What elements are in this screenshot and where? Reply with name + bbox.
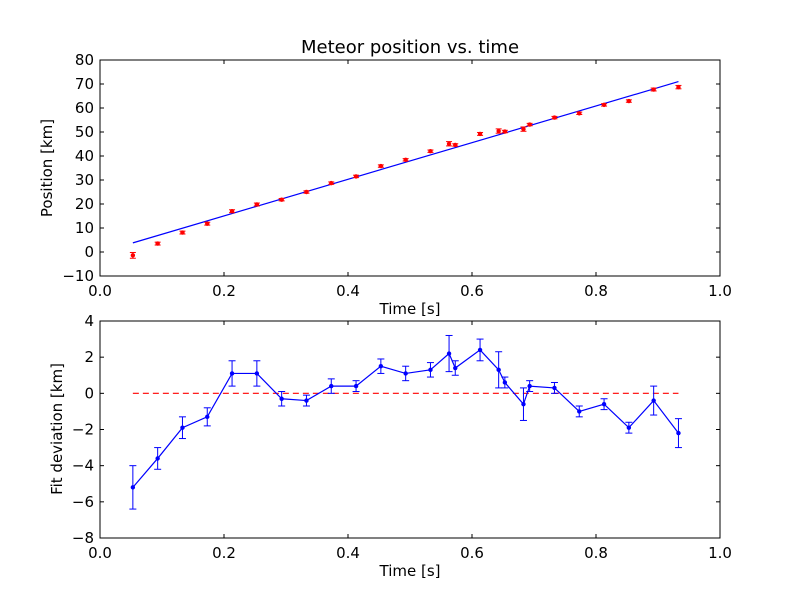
position-chart-xlabel: Time [s] — [379, 300, 441, 318]
y-tick-label: 80 — [75, 51, 94, 69]
deviation-point — [130, 485, 136, 490]
position-point — [353, 174, 359, 179]
y-tick-label: 30 — [75, 171, 94, 189]
y-tick-label: −2 — [72, 421, 94, 439]
deviation-point — [477, 347, 483, 353]
position-point — [229, 209, 235, 214]
position-point — [130, 253, 136, 258]
x-tick-label: 0.8 — [584, 544, 608, 562]
y-tick-label: 40 — [75, 147, 94, 165]
position-chart-marks — [129, 81, 682, 259]
deviation-point — [403, 371, 408, 376]
position-point — [428, 149, 433, 154]
y-tick-label: 70 — [75, 75, 94, 93]
y-tick-label: 0 — [84, 384, 94, 402]
deviation-point — [254, 371, 260, 376]
position-point — [329, 180, 334, 186]
position-point — [453, 142, 458, 148]
y-tick-label: −6 — [72, 493, 94, 511]
position-point — [477, 131, 483, 137]
position-point — [626, 98, 632, 104]
position-chart-ylabel: Position [km] — [38, 119, 56, 217]
x-tick-label: 0.6 — [460, 282, 484, 300]
position-point — [403, 157, 408, 163]
position-point — [676, 84, 681, 90]
deviation-point — [378, 364, 384, 369]
x-tick-label: 0.6 — [460, 544, 484, 562]
position-chart-title: Meteor position vs. time — [301, 37, 519, 58]
deviation-point — [676, 430, 681, 436]
deviation-chart-ylabel: Fit deviation [km] — [48, 363, 66, 495]
position-chart-ticks: 0.0 0.2 0.4 0.6 0.8 1.0 −10 0 10 20 30 40 50 60 70 80 — [62, 51, 732, 300]
position-point — [254, 202, 260, 207]
y-tick-label: −4 — [72, 457, 94, 475]
deviation-chart-frame — [99, 320, 721, 539]
y-tick-label: −8 — [72, 529, 94, 547]
fit-line — [132, 81, 679, 244]
x-tick-label: 0.2 — [212, 282, 236, 300]
y-tick-label: 20 — [75, 195, 94, 213]
y-tick-label: −10 — [62, 267, 94, 285]
deviation-point — [496, 367, 501, 373]
deviation-point — [155, 456, 160, 461]
position-point — [601, 102, 607, 108]
deviation-point — [229, 371, 235, 376]
deviation-point — [453, 365, 458, 371]
deviation-chart: 0.0 0.2 0.4 0.6 0.8 1.0 −8 −6 −4 −2 0 2 4 Time [s] F… — [48, 312, 732, 580]
deviation-point — [329, 383, 334, 389]
x-tick-label: 0.2 — [212, 544, 236, 562]
position-point — [521, 126, 526, 132]
deviation-point — [180, 425, 185, 430]
position-point — [205, 221, 210, 226]
y-tick-label: 50 — [75, 123, 94, 141]
x-tick-label: 1.0 — [708, 282, 732, 300]
deviation-point — [626, 425, 632, 430]
x-tick-label: 1.0 — [708, 544, 732, 562]
position-chart: Meteor position vs. time 0.0 0.2 0.4 0.6 0.8… — [38, 37, 732, 318]
deviation-chart-ticks: 0.0 0.2 0.4 0.6 0.8 1.0 −8 −6 −4 −2 0 2 4 — [72, 312, 732, 562]
deviation-point — [304, 398, 309, 403]
position-point — [180, 230, 185, 235]
y-tick-label: 60 — [75, 99, 94, 117]
x-tick-label: 0.4 — [336, 282, 360, 300]
y-tick-label: 2 — [84, 348, 94, 366]
deviation-chart-xlabel: Time [s] — [379, 562, 441, 580]
position-point — [651, 87, 656, 92]
position-point — [304, 189, 309, 195]
x-tick-label: 0.4 — [336, 544, 360, 562]
y-tick-label: 10 — [75, 219, 94, 237]
deviation-point — [527, 383, 532, 389]
deviation-point — [353, 383, 359, 389]
deviation-point — [446, 351, 452, 356]
deviation-point — [205, 414, 210, 420]
position-point — [502, 129, 508, 134]
deviation-point — [552, 385, 557, 391]
x-tick-label: 0.0 — [88, 282, 112, 300]
deviation-point — [521, 401, 526, 407]
y-tick-label: 0 — [84, 243, 94, 261]
deviation-point — [428, 367, 433, 373]
deviation-chart-marks — [129, 334, 682, 510]
deviation-point — [651, 398, 656, 403]
position-point — [527, 122, 532, 127]
position-point — [279, 197, 284, 202]
deviation-point — [502, 380, 508, 385]
deviation-point — [601, 401, 607, 407]
position-point — [378, 163, 384, 169]
position-point — [577, 111, 582, 116]
deviation-line — [132, 349, 679, 488]
x-tick-label: 0.8 — [584, 282, 608, 300]
position-point — [496, 128, 501, 134]
deviation-point — [577, 409, 582, 414]
x-tick-label: 0.0 — [88, 544, 112, 562]
y-tick-label: 4 — [84, 312, 94, 330]
position-point — [552, 115, 557, 120]
position-point — [155, 241, 160, 246]
position-chart-frame — [99, 59, 721, 277]
deviation-point — [279, 396, 284, 401]
position-point — [446, 141, 452, 146]
